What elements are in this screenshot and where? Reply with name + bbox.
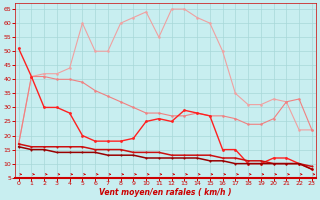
X-axis label: Vent moyen/en rafales ( km/h ): Vent moyen/en rafales ( km/h ) — [99, 188, 231, 197]
